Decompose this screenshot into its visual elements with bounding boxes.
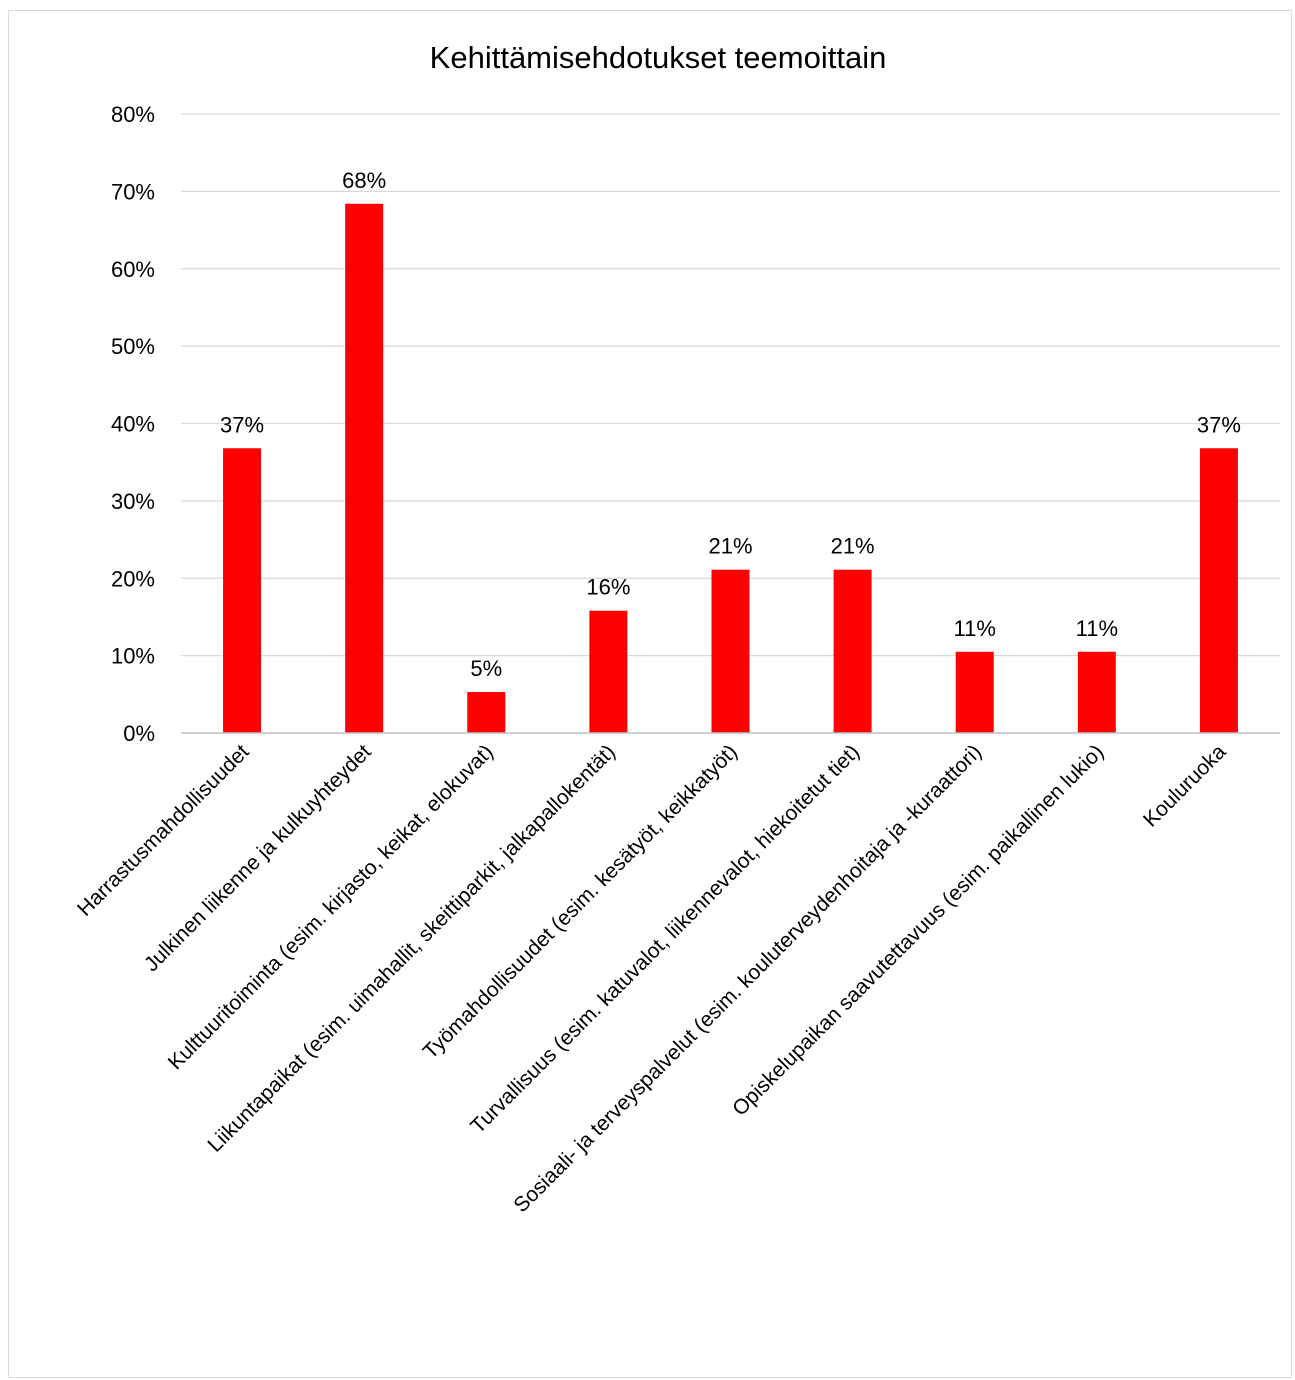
bar [1077, 651, 1116, 733]
y-tick-label: 30% [111, 489, 155, 514]
data-label: 21% [708, 534, 752, 559]
bar [223, 448, 262, 733]
y-tick-label: 70% [111, 179, 155, 204]
data-label: 68% [342, 168, 386, 193]
bar [345, 203, 384, 733]
bars [223, 203, 1238, 733]
y-tick-label: 40% [111, 412, 155, 437]
category-label: Julkinen liikenne ja kulkuyhteydet [140, 740, 376, 976]
bar [711, 569, 750, 733]
data-label: 16% [586, 575, 630, 600]
y-tick-label: 50% [111, 334, 155, 359]
y-tick-label: 80% [111, 102, 155, 127]
data-label: 11% [954, 616, 996, 641]
data-labels: 37% 68% 5% 16% 21% 21% 11% 11% 37% [220, 168, 1241, 681]
data-label: 11% [1076, 616, 1118, 641]
y-tick-label: 0% [123, 721, 155, 746]
category-label: Sosiaali- ja terveyspalvelut (esim. koul… [509, 740, 986, 1217]
data-label: 5% [470, 656, 502, 681]
bar [589, 610, 628, 733]
bar [955, 651, 994, 733]
bar [467, 691, 506, 733]
y-tick-label: 20% [111, 566, 155, 591]
bar [833, 569, 872, 733]
chart-title: Kehittämisehdotukset teemoittain [430, 40, 887, 75]
data-label: 37% [220, 412, 264, 437]
data-label: 37% [1197, 412, 1241, 437]
category-label: Kouluruoka [1139, 740, 1231, 832]
y-tick-label: 10% [111, 644, 155, 669]
category-label: Liikuntapaikat (esim. uimahallit, skeitt… [203, 740, 620, 1157]
data-label: 21% [831, 534, 875, 559]
y-axis-tick-labels: 0% 10% 20% 30% 40% 50% 60% 70% 80% [111, 102, 155, 746]
bar [1199, 448, 1238, 733]
y-tick-label: 60% [111, 257, 155, 282]
